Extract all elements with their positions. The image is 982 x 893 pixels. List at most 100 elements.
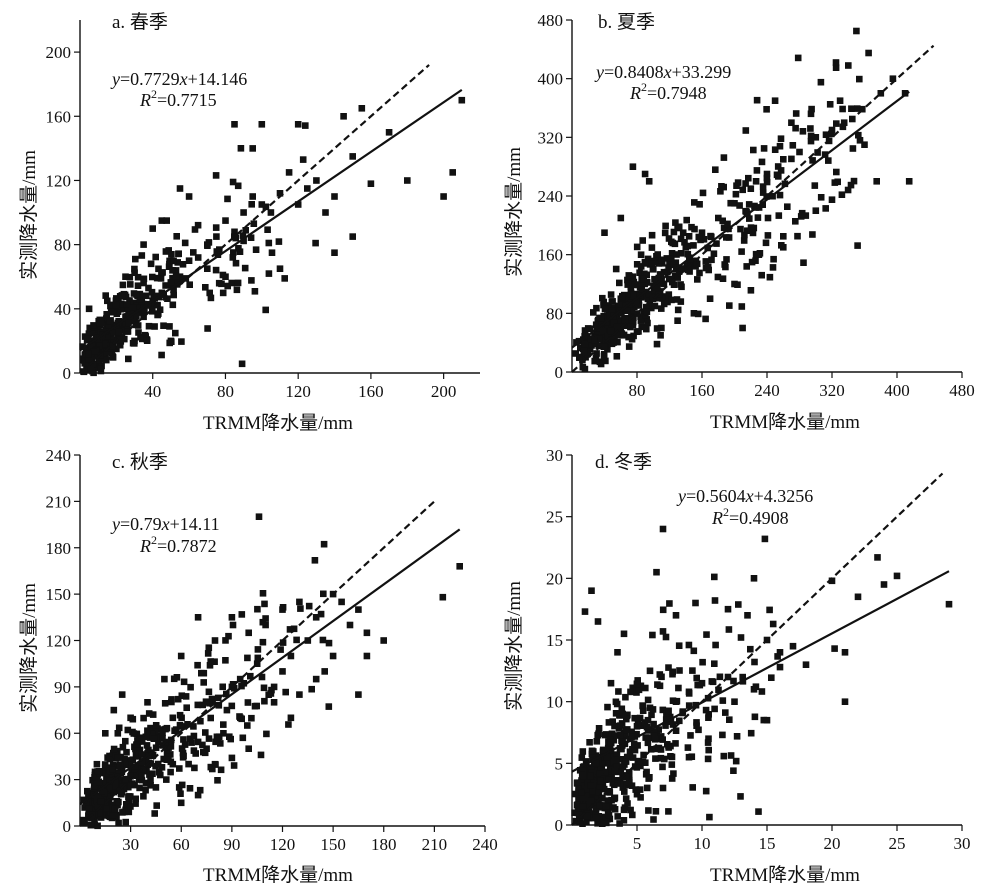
data-point [637,794,644,801]
data-point [103,311,110,318]
data-point [716,673,724,681]
y-tick-label: 15 [546,631,563,650]
data-point [244,722,251,729]
data-point [149,308,156,315]
data-point [214,694,222,702]
x-tick-label: 320 [819,381,845,400]
data-point [607,291,615,298]
data-point [753,96,761,104]
y-tick-label: 160 [538,246,564,265]
data-point [240,680,248,687]
reference-line-1to1 [79,64,430,374]
data-point [106,755,114,763]
data-point [637,682,645,690]
data-point [618,705,626,713]
data-point [712,166,719,173]
data-point [100,340,107,348]
data-point [180,678,188,686]
data-point [659,706,667,714]
data-point [606,313,614,320]
data-point [119,743,127,751]
data-point [737,225,744,233]
data-point [152,744,160,751]
data-point [737,634,745,641]
data-point [600,775,608,783]
data-point [727,752,735,759]
data-point [206,662,214,669]
data-point [81,351,89,358]
data-point [672,219,679,226]
data-point [593,814,601,822]
data-point [809,231,816,238]
data-point [594,793,601,800]
data-point [612,756,620,764]
data-point [103,773,110,781]
data-point [230,685,238,692]
data-point [134,737,141,744]
data-point [744,612,751,619]
data-point [668,753,676,761]
data-point [628,733,635,741]
data-point [658,305,665,312]
data-point [158,351,165,359]
data-point [593,738,601,745]
data-point [140,241,147,248]
data-point [109,766,116,773]
data-point [720,224,728,232]
data-point [747,224,755,231]
data-point [588,587,595,594]
data-point [88,814,95,822]
reference-line-1to1 [571,44,935,373]
data-point [794,232,801,240]
data-point [659,763,666,771]
data-point [138,772,145,780]
data-point [145,284,152,292]
data-point [619,292,626,300]
y-tick-label: 480 [538,11,564,30]
data-point [599,820,606,827]
data-point [286,626,294,633]
data-point [874,554,881,561]
data-point [227,735,234,743]
data-point [713,240,720,247]
data-point [308,685,315,693]
data-point [576,811,583,819]
data-point [126,273,134,281]
data-point [817,78,825,86]
data-point [693,674,700,682]
data-point [809,157,816,164]
data-point [115,724,123,732]
data-point [650,816,657,823]
data-point [618,745,625,753]
x-tick-label: 400 [884,381,910,400]
data-point [317,610,325,618]
data-point [579,764,587,771]
data-point [263,730,270,738]
data-point [607,739,615,747]
data-point [659,784,667,792]
data-point [774,653,781,660]
data-point [628,335,636,343]
data-point [579,820,586,827]
data-point [901,90,909,97]
data-point [188,739,195,746]
data-point [95,778,103,786]
data-point [596,325,603,332]
data-point [82,345,90,353]
data-point [596,802,604,809]
data-point [594,788,601,796]
data-point [285,721,292,728]
data-point [664,268,671,276]
data-point [79,343,86,350]
data-point [202,284,209,291]
data-point [750,575,758,582]
data-point [738,303,746,310]
data-point [649,295,657,303]
data-point [690,310,698,317]
data-point [676,717,683,725]
data-point [777,167,785,174]
data-point [159,729,166,737]
data-point [776,142,784,150]
data-point [723,256,730,263]
data-point [636,786,644,793]
